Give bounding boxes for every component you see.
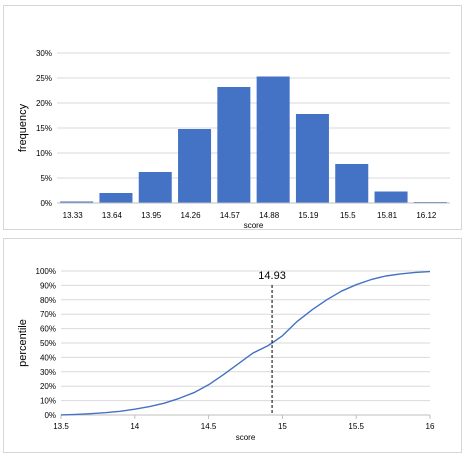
percentile-y-tick-label: 70% [40, 310, 56, 319]
percentile-y-tick-label: 40% [40, 353, 56, 362]
histogram-y-tick-label: 15% [36, 124, 52, 133]
histogram-panel: 0% 5% 10% 15% 20% 25% 30% 13.33 13.64 13.95 14.26… [3, 5, 462, 230]
median-marker-label: 14.93 [258, 270, 286, 282]
percentile-y-tick-label: 30% [40, 368, 56, 377]
percentile-x-tick-label: 16 [426, 422, 435, 431]
histogram-bar [99, 193, 133, 203]
histogram-x-tick-label: 15.81 [377, 211, 398, 220]
percentile-y-tick-label: 60% [40, 325, 56, 334]
percentile-x-tick-label: 15 [278, 422, 287, 431]
histogram-x-tick-label: 13.33 [63, 211, 84, 220]
histogram-y-tick-label: 30% [36, 49, 52, 58]
histogram-y-axis-label: frequency [17, 103, 29, 152]
histogram-bar [138, 172, 172, 203]
histogram-y-tick-label: 20% [36, 99, 52, 108]
histogram-x-tick-label: 14.26 [181, 211, 202, 220]
histogram-bar [217, 87, 251, 203]
histogram-x-tick-label: 15.5 [340, 211, 356, 220]
percentile-x-tick-label: 15.5 [348, 422, 364, 431]
percentile-chart: 0% 10% 20% 30% 40% 50% 60% 70% 80% 90% 100% 13.5 14… [17, 267, 435, 442]
percentile-x-tick-label: 14.5 [201, 422, 217, 431]
percentile-y-tick-label: 0% [44, 411, 56, 420]
histogram-bar [335, 164, 369, 203]
histogram-y-tick-label: 0% [40, 199, 52, 208]
percentile-y-tick-label: 100% [36, 267, 56, 276]
histogram-x-tick-label: 13.95 [141, 211, 162, 220]
percentile-x-tick-label: 14 [130, 422, 139, 431]
histogram-bar [256, 76, 290, 203]
percentile-y-tick-label: 20% [40, 382, 56, 391]
percentile-y-tick-label: 50% [40, 339, 56, 348]
histogram-bar [295, 114, 329, 203]
histogram-x-axis-label: score [244, 221, 264, 230]
histogram-y-tick-label: 5% [40, 174, 52, 183]
percentile-curve [60, 270, 431, 416]
histogram-y-tick-label: 10% [36, 149, 52, 158]
percentile-y-tick-label: 10% [40, 397, 56, 406]
percentile-y-axis-label: percentile [17, 319, 29, 367]
percentile-x-axis-label: score [236, 433, 256, 442]
histogram-x-tick-label: 13.64 [102, 211, 123, 220]
histogram-x-tick-label: 15.19 [298, 211, 319, 220]
percentile-panel: 0% 10% 20% 30% 40% 50% 60% 70% 80% 90% 100% 13.5 14… [3, 238, 462, 453]
histogram-bar [178, 129, 212, 203]
histogram-x-tick-label: 16.12 [416, 211, 437, 220]
histogram-chart: 0% 5% 10% 15% 20% 25% 30% 13.33 13.64 13.95 14.26… [17, 49, 450, 230]
histogram-bar [374, 191, 408, 203]
percentile-y-tick-label: 80% [40, 296, 56, 305]
percentile-x-tick-label: 13.5 [53, 422, 69, 431]
histogram-bar [60, 201, 94, 203]
percentile-y-tick-label: 90% [40, 281, 56, 290]
histogram-y-tick-label: 25% [36, 74, 52, 83]
histogram-x-tick-label: 14.57 [220, 211, 241, 220]
histogram-x-tick-label: 14.88 [259, 211, 280, 220]
